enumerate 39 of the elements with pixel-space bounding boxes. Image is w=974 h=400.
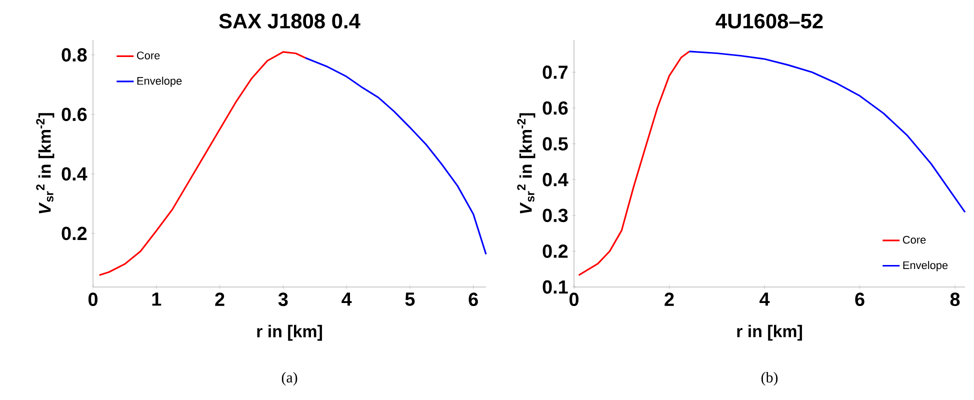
line-series [688, 50, 966, 213]
legend-label: Core [902, 236, 926, 244]
line-series [98, 51, 306, 276]
y-tick-label: 0.4 [542, 172, 568, 186]
x-tick-label: 6 [468, 292, 478, 306]
x-tick-label: 0 [88, 292, 98, 306]
x-tick-label: 5 [405, 292, 415, 306]
chart-title: 4U1608–52 [716, 14, 823, 29]
legend-label: Envelope [137, 76, 182, 87]
x-tick-label: 4 [342, 292, 352, 306]
y-tick-label: 0.6 [62, 108, 87, 122]
y-tick-label: 0.1 [542, 280, 568, 294]
legend-label: Core [137, 52, 160, 60]
legend-label: Envelope [903, 261, 948, 272]
y-axis-title: V$_{sr}$$^{2}$ in [km$^{-2}$] [36, 113, 54, 214]
line-series [304, 57, 487, 256]
x-tick-label: 4 [760, 292, 770, 306]
x-tick-label: 0 [569, 292, 578, 306]
y-tick-label: 0.4 [62, 167, 88, 181]
chart-title: SAX J1808 0.4 [219, 14, 360, 28]
x-tick-label: 8 [950, 292, 960, 306]
y-tick-label: 0.6 [542, 101, 568, 115]
y-tick-label: 0.5 [542, 137, 568, 151]
text: (a) [282, 372, 298, 386]
x-axis-title: r in [km] [257, 324, 322, 341]
x-tick-label: 2 [664, 292, 674, 306]
line-series [578, 50, 690, 276]
x-tick-label: 6 [855, 292, 864, 306]
y-tick-label: 0.2 [542, 244, 568, 258]
text: (b) [761, 372, 778, 386]
x-tick-label: 1 [152, 292, 162, 306]
x-axis-title: r in [km] [737, 324, 802, 341]
x-tick-label: 3 [278, 292, 288, 306]
y-tick-label: 0.2 [62, 226, 87, 240]
y-tick-label: 0.7 [542, 66, 568, 79]
y-axis-title: V$_{sr}$$^{2}$ in [km$^{-2}$] [517, 113, 536, 214]
y-tick-label: 0.3 [542, 208, 568, 222]
y-tick-label: 0.8 [62, 48, 87, 62]
x-tick-label: 2 [215, 292, 224, 306]
